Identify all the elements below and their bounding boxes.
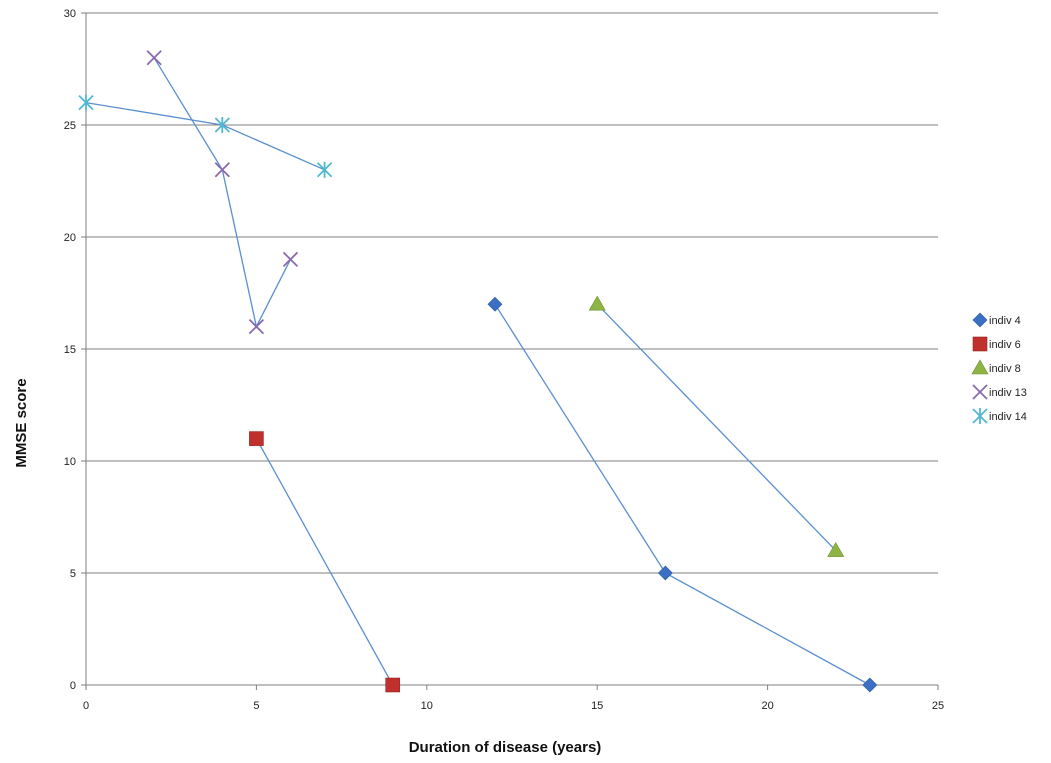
legend-item-indiv-4: indiv 4 — [972, 312, 1021, 328]
y-axis-title: MMSE score — [13, 378, 30, 467]
marker-square — [972, 336, 988, 352]
marker-x-stroke — [248, 318, 265, 335]
data-point — [487, 296, 503, 312]
x-tick-label-25: 25 — [932, 700, 944, 712]
series-indiv-4 — [487, 296, 878, 693]
tick-labels: 0 5 10 15 20 25 30 0 5 10 15 20 25 — [64, 8, 944, 712]
legend-item-indiv-6: indiv 6 — [972, 336, 1021, 352]
marker-square — [249, 431, 264, 446]
y-tick-label-5: 5 — [70, 568, 76, 580]
x-tick-label-0: 0 — [83, 700, 89, 712]
data-point — [214, 117, 230, 133]
legend-marker — [972, 312, 988, 328]
legend-label: indiv 8 — [989, 363, 1021, 375]
series-line — [85, 101, 325, 171]
marker-x-stroke — [972, 384, 988, 400]
grid-lines — [86, 12, 938, 574]
y-tick-label-0: 0 — [70, 680, 76, 692]
x-tick-label-20: 20 — [761, 700, 773, 712]
y-tick-label-25: 25 — [64, 120, 76, 132]
marker-x-stroke — [146, 50, 162, 66]
data-point — [214, 162, 230, 178]
x-axis-title: Duration of disease (years) — [409, 739, 602, 756]
legend-item-indiv-14: indiv 14 — [972, 408, 1027, 424]
series-indiv-13 — [146, 50, 299, 335]
data-point — [78, 94, 94, 111]
y-tick-label-20: 20 — [64, 232, 76, 244]
data-point — [282, 251, 299, 268]
y-tick-label-10: 10 — [64, 456, 76, 468]
series-group — [78, 50, 878, 693]
legend-marker — [972, 336, 988, 352]
series-line — [596, 303, 837, 552]
legend-marker — [972, 408, 988, 424]
data-point — [862, 677, 878, 693]
marker-square — [385, 677, 401, 693]
legend-item-indiv-13: indiv 13 — [972, 384, 1027, 400]
legend-marker — [972, 384, 988, 400]
marker-diamond — [487, 296, 503, 312]
marker-triangle — [827, 541, 845, 557]
axes — [81, 12, 939, 690]
marker-diamond — [862, 677, 878, 693]
marker-x-stroke — [282, 251, 299, 268]
legend: indiv 4 indiv 6 indiv 8 indiv 13 indiv 14 — [971, 312, 1027, 424]
data-point — [248, 318, 265, 335]
marker-x-stroke — [214, 162, 230, 178]
x-tick-label-5: 5 — [253, 700, 259, 712]
data-point — [588, 295, 606, 311]
marker-triangle — [971, 359, 989, 375]
series-line — [255, 438, 394, 686]
series-indiv-6 — [249, 431, 401, 693]
marker-diamond — [972, 312, 988, 328]
legend-label: indiv 13 — [989, 387, 1027, 399]
legend-item-indiv-8: indiv 8 — [971, 359, 1021, 375]
marker-diamond — [657, 565, 673, 581]
series-indiv-14 — [78, 94, 333, 178]
x-tick-label-10: 10 — [421, 700, 433, 712]
data-point — [249, 431, 264, 446]
y-tick-label-30: 30 — [64, 8, 76, 20]
data-point — [316, 161, 333, 178]
legend-label: indiv 14 — [989, 411, 1027, 423]
x-tick-label-15: 15 — [591, 700, 603, 712]
series-indiv-8 — [588, 295, 845, 557]
data-point — [146, 50, 162, 66]
y-tick-label-15: 15 — [64, 344, 76, 356]
legend-marker — [971, 359, 989, 375]
data-point — [657, 565, 673, 581]
marker-triangle — [588, 295, 606, 311]
series-line — [153, 57, 292, 329]
data-point — [385, 677, 401, 693]
data-point — [827, 541, 845, 557]
series-line — [494, 303, 871, 686]
legend-label: indiv 6 — [989, 339, 1021, 351]
legend-label: indiv 4 — [989, 315, 1021, 327]
